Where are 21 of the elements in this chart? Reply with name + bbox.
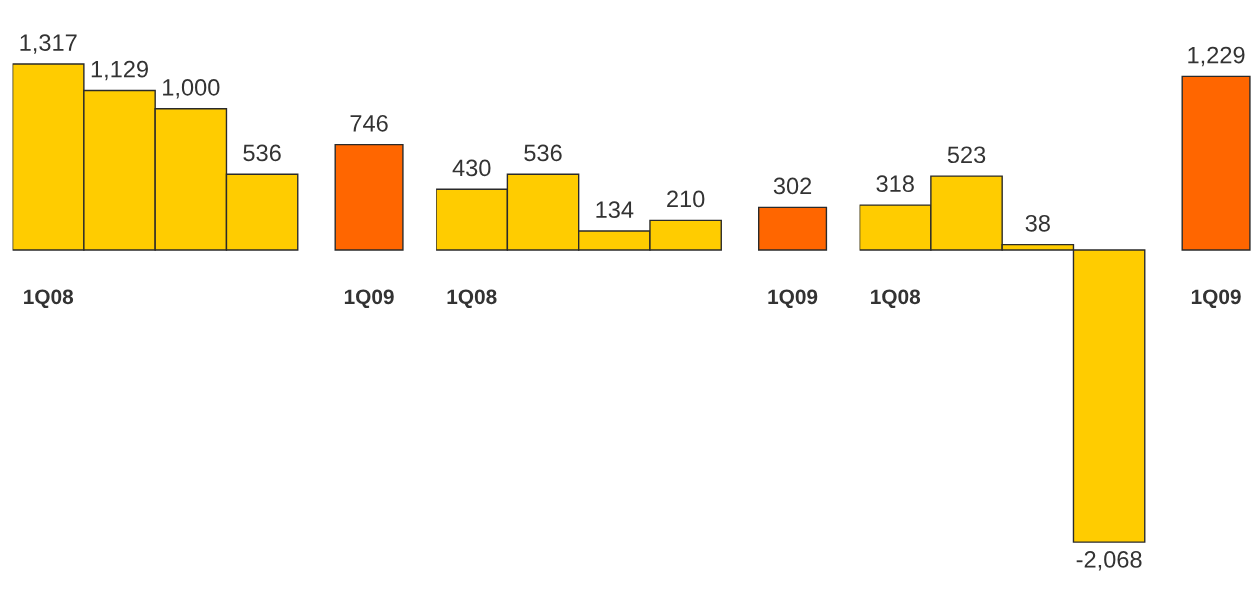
data-label: -2,068	[1076, 551, 1142, 571]
x-tick-label: 1Q09	[344, 289, 394, 309]
data-label: 536	[524, 144, 562, 162]
data-label: 134	[596, 201, 634, 219]
x-tick-label: 1Q08	[447, 289, 497, 309]
data-label: 1,317	[20, 34, 77, 54]
data-label: 1,000	[163, 79, 220, 99]
data-label: 1,129	[91, 60, 148, 81]
data-label: 430	[452, 159, 491, 177]
x-tick-label: 1Q08	[24, 289, 74, 309]
data-label: 1,229	[1188, 46, 1245, 67]
data-label: 746	[350, 114, 388, 132]
x-tick-label: 1Q08	[871, 289, 921, 309]
data-label: 536	[243, 144, 281, 162]
x-tick-label: 1Q09	[768, 289, 818, 309]
data-label: 302	[773, 177, 812, 195]
data-label: 38	[1025, 214, 1050, 232]
data-label: 523	[947, 146, 986, 164]
data-label: 210	[667, 190, 705, 208]
data-label: 318	[876, 175, 914, 193]
x-tick-label: 1Q09	[1191, 289, 1241, 309]
